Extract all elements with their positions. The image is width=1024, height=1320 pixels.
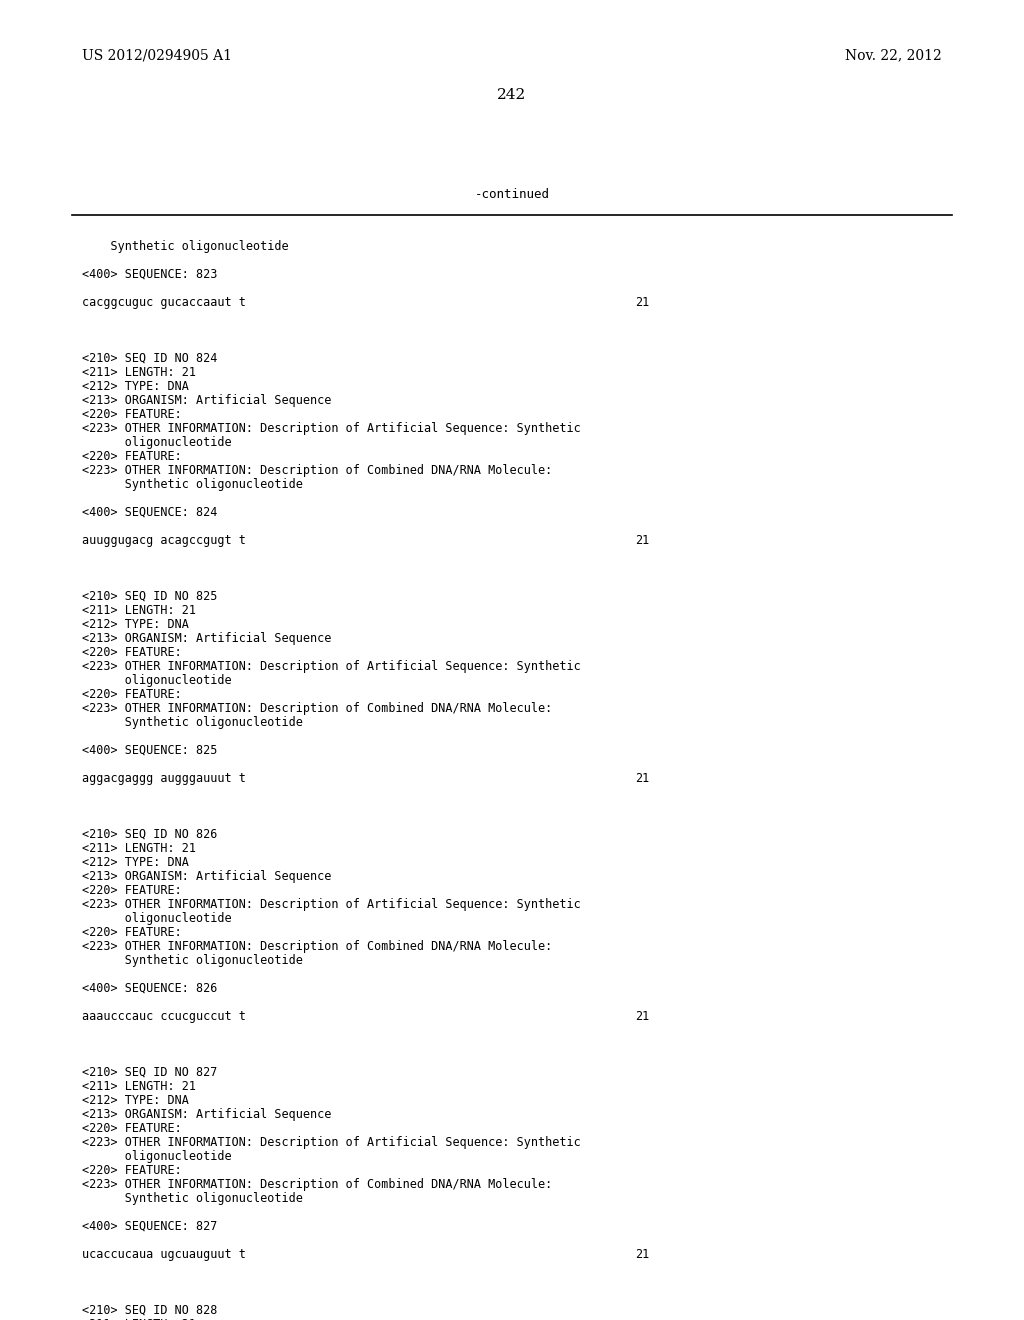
Text: <213> ORGANISM: Artificial Sequence: <213> ORGANISM: Artificial Sequence [82,870,332,883]
Text: auuggugacg acagccgugt t: auuggugacg acagccgugt t [82,535,246,546]
Text: Synthetic oligonucleotide: Synthetic oligonucleotide [82,1192,303,1205]
Text: 21: 21 [635,296,649,309]
Text: US 2012/0294905 A1: US 2012/0294905 A1 [82,48,231,62]
Text: <220> FEATURE:: <220> FEATURE: [82,408,181,421]
Text: Synthetic oligonucleotide: Synthetic oligonucleotide [82,478,303,491]
Text: Synthetic oligonucleotide: Synthetic oligonucleotide [82,954,303,968]
Text: cacggcuguc gucaccaaut t: cacggcuguc gucaccaaut t [82,296,246,309]
Text: <223> OTHER INFORMATION: Description of Artificial Sequence: Synthetic: <223> OTHER INFORMATION: Description of … [82,898,581,911]
Text: aaaucccauc ccucguccut t: aaaucccauc ccucguccut t [82,1010,246,1023]
Text: <400> SEQUENCE: 826: <400> SEQUENCE: 826 [82,982,217,995]
Text: <223> OTHER INFORMATION: Description of Combined DNA/RNA Molecule:: <223> OTHER INFORMATION: Description of … [82,702,552,715]
Text: <220> FEATURE:: <220> FEATURE: [82,450,181,463]
Text: <210> SEQ ID NO 828: <210> SEQ ID NO 828 [82,1304,217,1317]
Text: <400> SEQUENCE: 827: <400> SEQUENCE: 827 [82,1220,217,1233]
Text: <223> OTHER INFORMATION: Description of Combined DNA/RNA Molecule:: <223> OTHER INFORMATION: Description of … [82,465,552,477]
Text: <400> SEQUENCE: 823: <400> SEQUENCE: 823 [82,268,217,281]
Text: <212> TYPE: DNA: <212> TYPE: DNA [82,380,188,393]
Text: <212> TYPE: DNA: <212> TYPE: DNA [82,1094,188,1107]
Text: <211> LENGTH: 21: <211> LENGTH: 21 [82,1080,196,1093]
Text: oligonucleotide: oligonucleotide [82,912,231,925]
Text: <220> FEATURE:: <220> FEATURE: [82,927,181,939]
Text: <211> LENGTH: 21: <211> LENGTH: 21 [82,842,196,855]
Text: 21: 21 [635,1247,649,1261]
Text: <223> OTHER INFORMATION: Description of Combined DNA/RNA Molecule:: <223> OTHER INFORMATION: Description of … [82,940,552,953]
Text: <210> SEQ ID NO 825: <210> SEQ ID NO 825 [82,590,217,603]
Text: <223> OTHER INFORMATION: Description of Artificial Sequence: Synthetic: <223> OTHER INFORMATION: Description of … [82,660,581,673]
Text: ucaccucaua ugcuauguut t: ucaccucaua ugcuauguut t [82,1247,246,1261]
Text: <212> TYPE: DNA: <212> TYPE: DNA [82,855,188,869]
Text: <211> LENGTH: 21: <211> LENGTH: 21 [82,366,196,379]
Text: <210> SEQ ID NO 827: <210> SEQ ID NO 827 [82,1067,217,1078]
Text: 21: 21 [635,1010,649,1023]
Text: <400> SEQUENCE: 825: <400> SEQUENCE: 825 [82,744,217,756]
Text: <223> OTHER INFORMATION: Description of Combined DNA/RNA Molecule:: <223> OTHER INFORMATION: Description of … [82,1177,552,1191]
Text: <223> OTHER INFORMATION: Description of Artificial Sequence: Synthetic: <223> OTHER INFORMATION: Description of … [82,1137,581,1148]
Text: <223> OTHER INFORMATION: Description of Artificial Sequence: Synthetic: <223> OTHER INFORMATION: Description of … [82,422,581,436]
Text: 21: 21 [635,535,649,546]
Text: oligonucleotide: oligonucleotide [82,675,231,686]
Text: <211> LENGTH: 21: <211> LENGTH: 21 [82,605,196,616]
Text: <220> FEATURE:: <220> FEATURE: [82,1122,181,1135]
Text: <210> SEQ ID NO 826: <210> SEQ ID NO 826 [82,828,217,841]
Text: oligonucleotide: oligonucleotide [82,1150,231,1163]
Text: aggacgaggg augggauuut t: aggacgaggg augggauuut t [82,772,246,785]
Text: <213> ORGANISM: Artificial Sequence: <213> ORGANISM: Artificial Sequence [82,1107,332,1121]
Text: <220> FEATURE:: <220> FEATURE: [82,884,181,898]
Text: <211> LENGTH: 21: <211> LENGTH: 21 [82,1317,196,1320]
Text: <400> SEQUENCE: 824: <400> SEQUENCE: 824 [82,506,217,519]
Text: oligonucleotide: oligonucleotide [82,436,231,449]
Text: Nov. 22, 2012: Nov. 22, 2012 [846,48,942,62]
Text: <220> FEATURE:: <220> FEATURE: [82,1164,181,1177]
Text: 21: 21 [635,772,649,785]
Text: <212> TYPE: DNA: <212> TYPE: DNA [82,618,188,631]
Text: Synthetic oligonucleotide: Synthetic oligonucleotide [82,240,289,253]
Text: <210> SEQ ID NO 824: <210> SEQ ID NO 824 [82,352,217,366]
Text: <220> FEATURE:: <220> FEATURE: [82,645,181,659]
Text: Synthetic oligonucleotide: Synthetic oligonucleotide [82,715,303,729]
Text: 242: 242 [498,88,526,102]
Text: <213> ORGANISM: Artificial Sequence: <213> ORGANISM: Artificial Sequence [82,393,332,407]
Text: <220> FEATURE:: <220> FEATURE: [82,688,181,701]
Text: -continued: -continued [474,189,550,202]
Text: <213> ORGANISM: Artificial Sequence: <213> ORGANISM: Artificial Sequence [82,632,332,645]
